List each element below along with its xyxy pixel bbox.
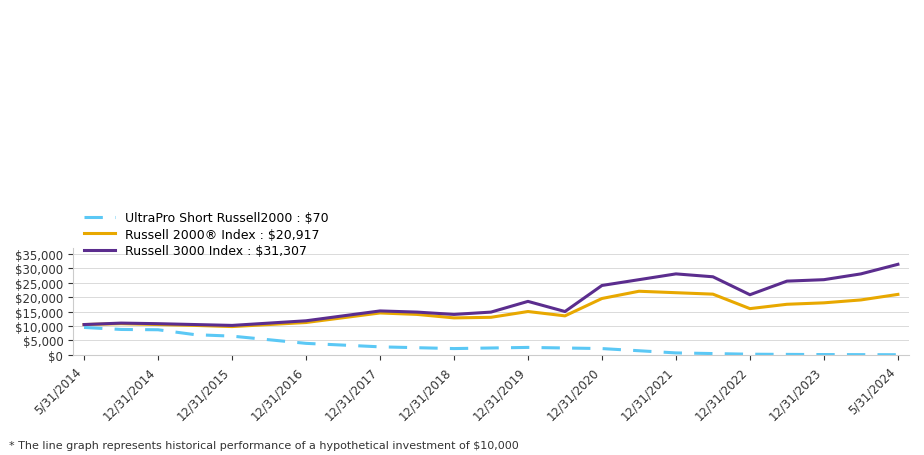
- Text: * The line graph represents historical performance of a hypothetical investment : * The line graph represents historical p…: [9, 440, 519, 450]
- Legend: UltraPro Short Russell2000 : $70, Russell 2000® Index : $20,917, Russell 3000 In: UltraPro Short Russell2000 : $70, Russel…: [79, 207, 334, 263]
